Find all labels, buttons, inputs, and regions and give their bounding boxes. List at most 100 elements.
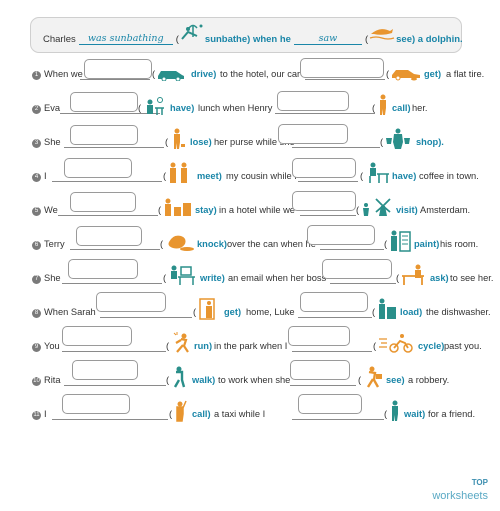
verb-2: wait) — [404, 409, 426, 419]
open-paren: ( — [158, 205, 162, 215]
example-verb-2: see) a dolphin. — [396, 34, 463, 45]
open-paren: ( — [175, 34, 179, 45]
answer-box-1[interactable] — [68, 259, 138, 279]
row-text-start: I — [44, 171, 47, 181]
answer-box-1[interactable] — [96, 292, 166, 312]
verb-2: have) — [392, 171, 417, 181]
computer-desk-icon — [171, 265, 195, 285]
answer-line — [52, 419, 168, 420]
exercise-row-10: 10 Rita ( walk) to work when she ( see) … — [30, 360, 470, 396]
answer-box-2[interactable] — [290, 360, 350, 380]
open-paren: ( — [356, 205, 360, 215]
open-paren: ( — [166, 375, 170, 385]
row-number: 8 — [32, 309, 41, 318]
robber-icon — [366, 366, 382, 388]
row-number: 2 — [32, 105, 41, 114]
exercise-row-6: 6 Terry ( knock) over the can when he ( … — [30, 225, 478, 260]
answer-box-1[interactable] — [62, 394, 130, 414]
answer-box-2[interactable] — [278, 124, 348, 144]
answer-box-2[interactable] — [300, 292, 368, 312]
verb-2: ask) — [430, 273, 449, 283]
meet-icon — [170, 162, 187, 183]
exercise-row-2: 2 Eva ( have) lunch when Henry ( call) h… — [30, 91, 470, 124]
answer-line — [292, 351, 372, 352]
verb-2: load) — [400, 307, 423, 317]
exercise-row-8: 8 When Sarah ( get) home, Luke ( load) t… — [30, 292, 491, 328]
open-paren: ( — [386, 69, 390, 79]
answer-box-2[interactable] — [307, 225, 375, 245]
answer-box-2[interactable] — [300, 58, 384, 78]
row-number: 3 — [32, 139, 41, 148]
answer-line — [64, 385, 166, 386]
answer-line — [58, 215, 158, 216]
row-text-end: past you. — [444, 341, 482, 351]
row-text-start: I — [44, 409, 47, 419]
row-number: 6 — [32, 241, 41, 250]
answer-box-2[interactable] — [292, 158, 356, 178]
open-paren: ( — [358, 375, 362, 385]
door-icon — [199, 298, 215, 320]
logo-worksheets-text: worksheets — [432, 490, 488, 502]
answer-line — [64, 147, 164, 148]
answer-box-2[interactable] — [322, 259, 392, 279]
verb-2: shop). — [416, 137, 444, 147]
open-paren: ( — [380, 137, 384, 147]
answer-box-1[interactable] — [64, 158, 132, 178]
answer-box-1[interactable] — [70, 92, 138, 112]
row-text-end: for a friend. — [428, 409, 476, 419]
verb-1: call) — [192, 409, 211, 419]
verb-1: drive) — [191, 69, 217, 79]
row-text-start: Terry — [44, 239, 65, 249]
exercise-row-5: 5 We ( stay) in a hotel while we ( visit… — [30, 191, 470, 226]
answer-line — [100, 317, 192, 318]
exercise-row-7: 7 She ( write) an email when her boss ( … — [30, 259, 493, 294]
answer-box-1[interactable] — [84, 59, 152, 79]
row-text-middle: an email when her boss — [228, 273, 327, 283]
answer-box-2[interactable] — [298, 394, 362, 414]
answer-box-1[interactable] — [62, 326, 132, 346]
answer-box-2[interactable] — [277, 91, 349, 111]
answer-line — [62, 283, 162, 284]
answer-line — [330, 283, 396, 284]
example-box: Charles was sunbathing ( sunbathe) when … — [30, 17, 463, 53]
waiting-icon — [392, 400, 398, 421]
row-text-end: her. — [412, 103, 428, 113]
row-text-end: to see her. — [450, 273, 494, 283]
row-number: 11 — [32, 411, 41, 420]
row-text-middle: over the can when he — [227, 239, 316, 249]
verb-1: meet) — [197, 171, 222, 181]
answer-box-1[interactable] — [76, 226, 142, 246]
open-paren: ( — [193, 307, 197, 317]
answer-box-2[interactable] — [288, 326, 350, 346]
verb-2: call) — [392, 103, 411, 113]
answer-line — [300, 215, 356, 216]
open-paren: ( — [364, 34, 369, 45]
row-text-end: a flat tire. — [446, 69, 485, 79]
row-text-start: She — [44, 273, 61, 283]
top-worksheets-logo: TOP worksheets — [432, 479, 488, 503]
row-text-middle: to work when she — [218, 375, 291, 385]
dolphin-icon — [368, 29, 396, 45]
boss-icon — [402, 264, 424, 285]
verb-1: walk) — [192, 375, 216, 385]
answer-line — [52, 181, 162, 182]
running-icon — [173, 332, 189, 353]
open-paren: ( — [163, 171, 167, 181]
logo-top-text: TOP — [471, 478, 488, 487]
answer-line — [292, 147, 380, 148]
cycling-icon — [379, 334, 413, 353]
answer-line — [298, 317, 372, 318]
row-text-middle: to the hotel, our car — [220, 69, 301, 79]
answer-box-1[interactable] — [70, 192, 136, 212]
open-paren: ( — [384, 239, 388, 249]
row-text-end: coffee in town. — [419, 171, 479, 181]
answer-box-1[interactable] — [72, 360, 138, 380]
row-text-end: the dishwasher. — [426, 307, 491, 317]
answer-box-1[interactable] — [70, 125, 138, 145]
painting-icon — [391, 230, 411, 252]
answer-line — [70, 249, 160, 250]
verb-2: see) — [386, 375, 405, 385]
verb-2: cycle) — [418, 341, 445, 351]
answer-box-2[interactable] — [292, 191, 356, 211]
example-subject: Charles — [43, 34, 76, 45]
